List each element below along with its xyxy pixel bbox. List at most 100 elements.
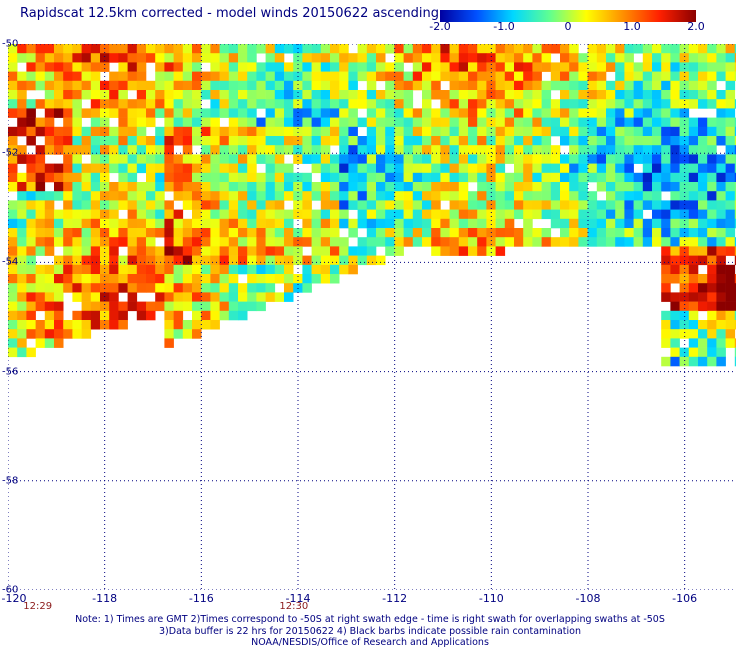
wind-cell [256, 246, 266, 256]
wind-cell [403, 145, 414, 155]
wind-cell [90, 274, 101, 284]
wind-cell [72, 264, 82, 275]
wind-cell [698, 209, 708, 220]
wind-cell [440, 209, 450, 220]
wind-cell [716, 310, 726, 321]
wind-cell [615, 237, 625, 247]
wind-cell [468, 163, 478, 174]
wind-cell [72, 145, 82, 155]
wind-cell [81, 126, 92, 137]
wind-cell [514, 126, 524, 137]
wind-cell [8, 136, 18, 146]
wind-cell [633, 200, 644, 210]
wind-cell [661, 292, 671, 302]
wind-cell [164, 292, 174, 302]
wind-cell [265, 80, 276, 91]
wind-cell [458, 163, 469, 174]
wind-cell [514, 80, 524, 91]
wind-cell [164, 163, 174, 174]
wind-cell [35, 218, 46, 229]
wind-cell [642, 182, 653, 192]
wind-cell [146, 310, 156, 321]
wind-cell [348, 154, 358, 164]
wind-cell [100, 108, 110, 118]
wind-cell [238, 218, 248, 229]
wind-cell [707, 62, 717, 72]
wind-cell [17, 90, 27, 100]
wind-cell [238, 99, 248, 109]
wind-cell [72, 283, 82, 293]
wind-cell [265, 44, 276, 54]
wind-cell [265, 53, 276, 63]
wind-cell [238, 117, 248, 128]
wind-cell [477, 163, 487, 174]
wind-cell [210, 255, 220, 266]
wind-cell [394, 182, 404, 192]
wind-cell [734, 301, 736, 312]
wind-cell [642, 99, 653, 109]
wind-cell [118, 80, 128, 91]
wind-cell [532, 163, 542, 174]
wind-cell [247, 264, 257, 275]
wind-cell [293, 209, 303, 220]
wind-cell [284, 264, 294, 275]
wind-cell [210, 320, 220, 330]
wind-cell [523, 136, 533, 146]
wind-cell [670, 209, 680, 220]
wind-cell [458, 154, 469, 164]
wind-cell [201, 191, 211, 201]
wind-cell [100, 53, 110, 63]
wind-cell [155, 228, 165, 238]
wind-cell [100, 191, 110, 201]
wind-cell [173, 53, 184, 63]
colorbar-tick-label: -1.0 [493, 20, 515, 33]
wind-cell [422, 191, 432, 201]
wind-cell [54, 62, 64, 72]
wind-cell [265, 126, 276, 137]
wind-cell [256, 44, 266, 54]
wind-cell [477, 71, 487, 82]
wind-cell [274, 62, 285, 72]
wind-cell [173, 99, 184, 109]
wind-cell [725, 274, 736, 284]
wind-cell [569, 218, 579, 229]
wind-cell [661, 99, 671, 109]
wind-cell [698, 246, 708, 256]
wind-cell [90, 126, 101, 137]
wind-difference-map [8, 44, 736, 590]
wind-cell [541, 136, 552, 146]
wind-cell [688, 274, 699, 284]
wind-cell [504, 99, 515, 109]
wind-cell [35, 80, 46, 91]
wind-cell [642, 145, 653, 155]
wind-cell [26, 228, 36, 238]
wind-cell [247, 237, 257, 247]
wind-cell [734, 136, 736, 146]
wind-cell [219, 200, 230, 210]
wind-cell [90, 145, 101, 155]
wind-cell [596, 182, 607, 192]
wind-cell [550, 209, 561, 220]
wind-cell [54, 182, 64, 192]
notes: Note: 1) Times are GMT 2)Times correspon… [0, 614, 740, 649]
wind-cell [8, 99, 18, 109]
wind-cell [642, 90, 653, 100]
wind-cell [734, 310, 736, 321]
wind-cell [90, 200, 101, 210]
wind-cell [72, 108, 82, 118]
wind-cell [182, 274, 193, 284]
wind-cell [35, 53, 46, 63]
wind-cell [523, 62, 533, 72]
wind-cell [164, 255, 174, 266]
wind-cell [26, 172, 36, 183]
wind-cell [348, 53, 358, 63]
wind-cell [320, 182, 331, 192]
wind-cell [265, 62, 276, 72]
wind-cell [624, 126, 634, 137]
wind-cell [238, 126, 248, 137]
wind-cell [293, 80, 303, 91]
wind-cell [274, 228, 285, 238]
wind-cell [72, 200, 82, 210]
wind-cell [192, 44, 202, 54]
wind-cell [136, 80, 147, 91]
